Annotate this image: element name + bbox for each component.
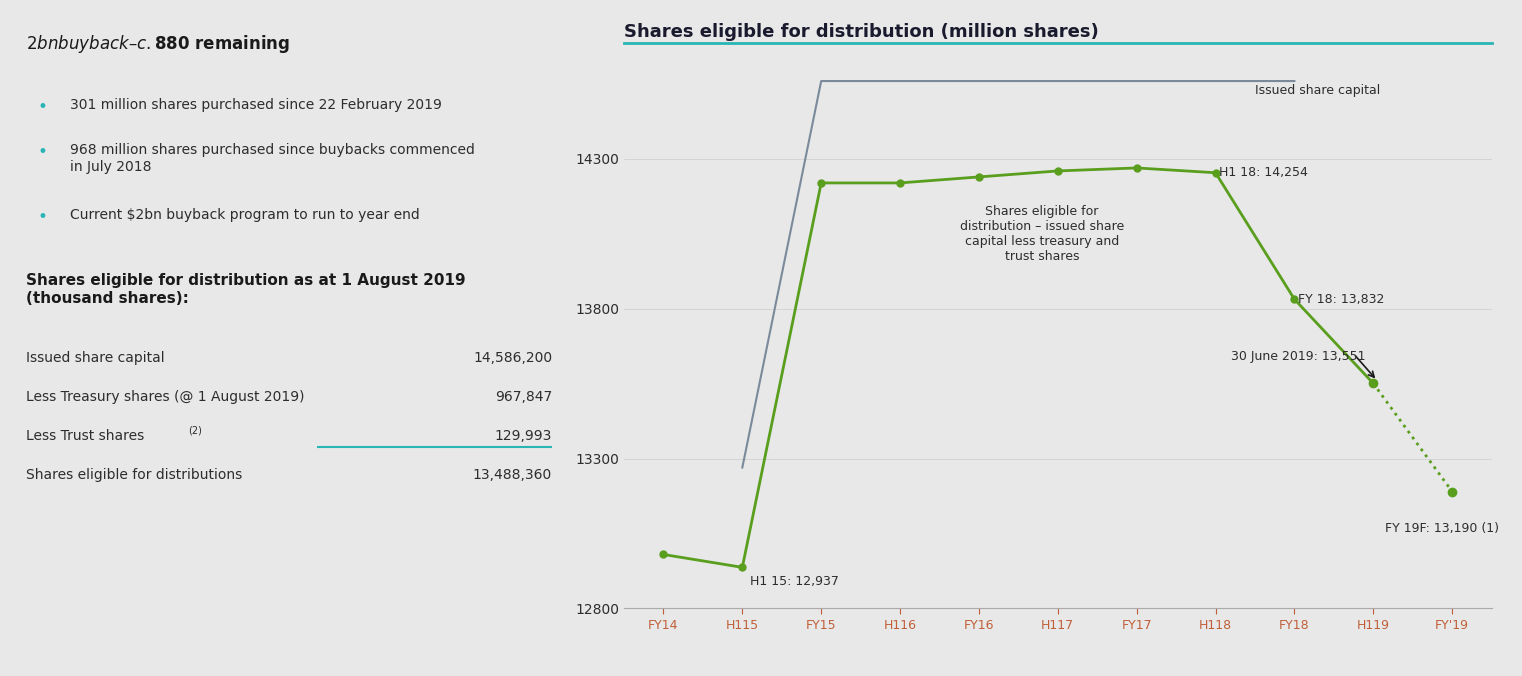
Text: Less Treasury shares (@ 1 August 2019): Less Treasury shares (@ 1 August 2019)	[26, 390, 304, 404]
Text: $2bn buy back – c.$880 remaining: $2bn buy back – c.$880 remaining	[26, 33, 291, 55]
Text: Issued share capital: Issued share capital	[26, 351, 164, 365]
Text: •: •	[37, 143, 47, 162]
Text: Shares eligible for
distribution – issued share
capital less treasury and
trust : Shares eligible for distribution – issue…	[960, 205, 1125, 263]
Text: 13,488,360: 13,488,360	[473, 468, 552, 482]
Text: 967,847: 967,847	[495, 390, 552, 404]
Text: H1 18: 14,254: H1 18: 14,254	[1219, 166, 1309, 179]
Text: Current $2bn buyback program to run to year end: Current $2bn buyback program to run to y…	[70, 208, 420, 222]
Text: 129,993: 129,993	[495, 429, 552, 443]
Text: H1 15: 12,937: H1 15: 12,937	[750, 575, 839, 588]
Text: 14,586,200: 14,586,200	[473, 351, 552, 365]
Text: •: •	[37, 208, 47, 226]
Text: Less Trust shares: Less Trust shares	[26, 429, 145, 443]
Text: FY 19F: 13,190 (1): FY 19F: 13,190 (1)	[1385, 521, 1499, 535]
Text: 30 June 2019: 13,551: 30 June 2019: 13,551	[1231, 350, 1365, 363]
Text: 301 million shares purchased since 22 February 2019: 301 million shares purchased since 22 Fe…	[70, 98, 441, 112]
Text: Issued share capital: Issued share capital	[1256, 84, 1380, 97]
Text: •: •	[37, 98, 47, 116]
Text: FY 18: 13,832: FY 18: 13,832	[1298, 293, 1385, 306]
Text: (2): (2)	[187, 426, 202, 435]
Text: Shares eligible for distribution (million shares): Shares eligible for distribution (millio…	[624, 24, 1099, 41]
Text: Shares eligible for distribution as at 1 August 2019
(thousand shares):: Shares eligible for distribution as at 1…	[26, 273, 466, 306]
Text: 968 million shares purchased since buybacks commenced
in July 2018: 968 million shares purchased since buyba…	[70, 143, 475, 174]
Text: Shares eligible for distributions: Shares eligible for distributions	[26, 468, 242, 482]
